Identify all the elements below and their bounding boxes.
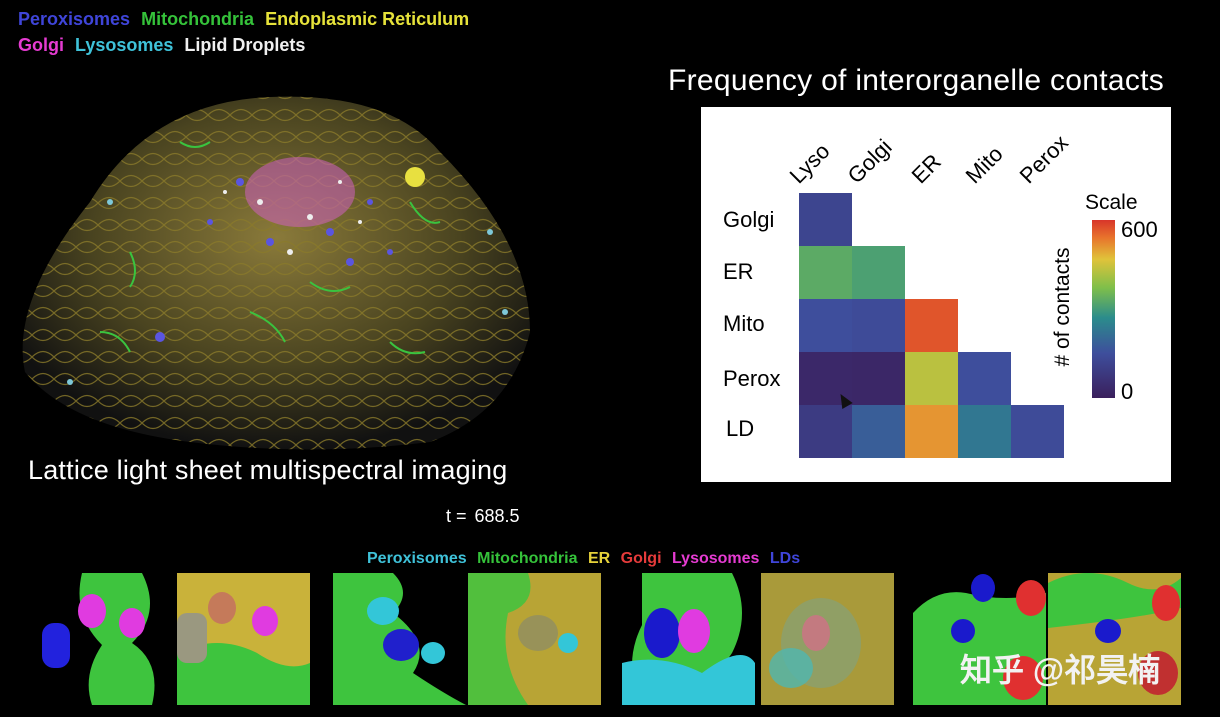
scale-title: Scale — [1085, 191, 1138, 214]
legend-lysosomes: Lysosomes — [75, 35, 174, 55]
heatmap-cell-ld-er — [905, 405, 958, 458]
legend-endoplasmic-reticulum: Endoplasmic Reticulum — [265, 9, 470, 29]
heatmap-panel: Lyso Golgi ER Mito Perox Golgi ER Mito P… — [701, 107, 1171, 482]
bottom-legend-lds: LDs — [769, 550, 801, 567]
legend-mitochondria: Mitochondria — [141, 9, 255, 29]
scale-min-label: 0 — [1121, 379, 1134, 404]
contact-render-6 — [761, 573, 894, 705]
organelle-legend-line-1: Peroxisomes Mitochondria Endoplasmic Ret… — [18, 6, 475, 32]
heatmap-cell-perox-lyso — [799, 352, 852, 405]
contact-render-4 — [468, 573, 601, 705]
zhihu-watermark: 知乎 @祁昊楠 — [960, 652, 1161, 688]
heatmap-cell-perox-golgi — [852, 352, 905, 405]
heatmap-title: Frequency of interorganelle contacts — [668, 64, 1165, 97]
row-label-er: ER — [723, 259, 754, 284]
bottom-legend-mitochondria: Mitochondria — [477, 550, 578, 567]
contact-render-5 — [622, 573, 755, 705]
heatmap-cell-ld-mito — [958, 405, 1011, 458]
organelle-legend: Peroxisomes Mitochondria Endoplasmic Ret… — [18, 6, 475, 58]
heatmap-cell-ld-perox — [1011, 405, 1064, 458]
timestamp-value: 688.5 — [474, 506, 520, 526]
heatmap-cell-perox-mito — [958, 352, 1011, 405]
legend-lipid-droplets: Lipid Droplets — [184, 35, 306, 55]
heatmap-cell-er-golgi — [852, 246, 905, 299]
legend-peroxisomes: Peroxisomes — [18, 9, 131, 29]
legend-golgi: Golgi — [18, 35, 64, 55]
cell-microscopy-image — [10, 82, 545, 462]
bottom-legend-peroxisomes: Peroxisomes — [367, 550, 467, 567]
contact-legend: Peroxisomes Mitochondria ER Golgi Lysoso… — [367, 550, 806, 568]
contact-render-2 — [177, 573, 310, 705]
heatmap-cell-mito-er — [905, 299, 958, 352]
col-label-lyso: Lyso — [784, 138, 835, 189]
row-label-perox: Perox — [723, 366, 781, 391]
contact-render-1 — [42, 573, 175, 705]
row-label-mito: Mito — [723, 311, 765, 336]
imaging-caption: Lattice light sheet multispectral imagin… — [28, 455, 508, 485]
contact-render-8 — [1048, 573, 1181, 705]
col-label-perox: Perox — [1014, 129, 1073, 189]
contact-render-7 — [913, 573, 1046, 705]
scale-max-label: 600 — [1121, 217, 1158, 242]
bottom-legend-golgi: Golgi — [620, 550, 662, 567]
heatmap-cell-mito-golgi — [852, 299, 905, 352]
scale-axis-label: # of contacts — [1051, 247, 1074, 367]
col-label-er: ER — [906, 149, 946, 189]
color-scale-bar — [1092, 220, 1115, 398]
organelle-legend-line-2: Golgi Lysosomes Lipid Droplets — [18, 32, 475, 58]
heatmap-cell-perox-er — [905, 352, 958, 405]
row-label-golgi: Golgi — [723, 207, 775, 232]
col-label-golgi: Golgi — [842, 134, 897, 189]
row-label-ld: LD — [726, 416, 755, 441]
heatmap-cell-er-lyso — [799, 246, 852, 299]
timestamp-label: t = — [446, 506, 467, 526]
heatmap-cell-mito-lyso — [799, 299, 852, 352]
heatmap-cell-ld-lyso — [799, 405, 852, 458]
heatmap-cell-ld-golgi — [852, 405, 905, 458]
timestamp-readout: t = 688.5 — [446, 506, 520, 527]
col-label-mito: Mito — [960, 141, 1008, 189]
bottom-legend-lysosomes: Lysosomes — [671, 550, 760, 567]
bottom-legend-er: ER — [587, 550, 611, 567]
heatmap-cell-golgi-lyso — [799, 193, 852, 246]
contact-render-3 — [333, 573, 466, 705]
